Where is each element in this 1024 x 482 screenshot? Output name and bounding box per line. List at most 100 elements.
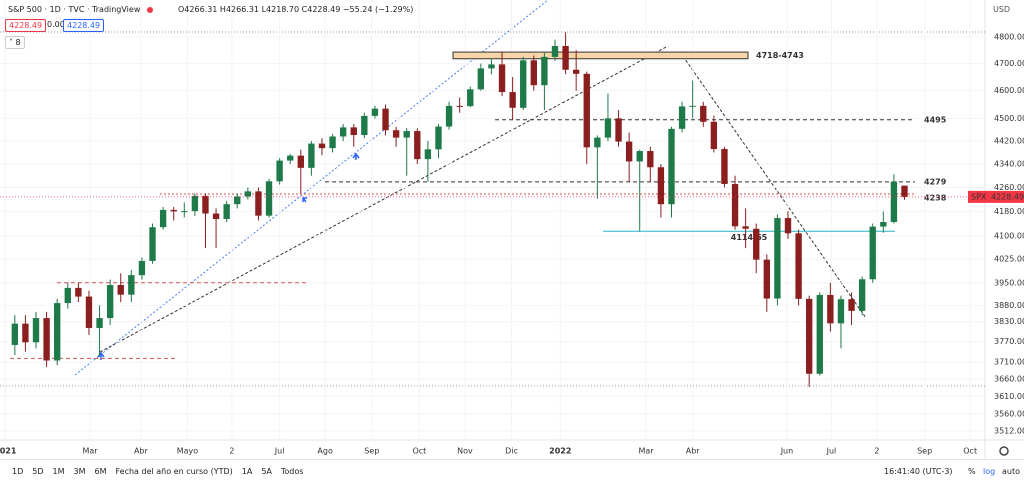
candle-body [435, 126, 442, 150]
candle-body [106, 285, 114, 319]
candle-body [668, 128, 675, 205]
range-button[interactable]: 1M [52, 467, 65, 476]
candle-body [43, 318, 50, 361]
candle-body [551, 45, 559, 57]
candle-body [202, 195, 209, 214]
candle-body [297, 155, 304, 168]
buy-price[interactable]: 4228.49 [63, 19, 105, 32]
candle-body [869, 226, 876, 280]
candle-body [85, 296, 93, 328]
status-dot [147, 7, 153, 13]
range-button[interactable]: Todos [280, 467, 304, 476]
candle-body [276, 160, 283, 182]
arrow [302, 197, 307, 203]
candle-body [339, 127, 347, 137]
y-tick-label: 3950.00 [994, 278, 1024, 287]
y-tick-label: 4025.00 [994, 255, 1024, 264]
candle-body [191, 195, 199, 212]
symbol-tag: SPX [971, 192, 987, 201]
resistance-zone [452, 51, 749, 60]
candle-body [625, 141, 633, 162]
candle-body [795, 233, 802, 299]
x-tick-label: Jul [274, 447, 285, 456]
y-tick-label: 4700.00 [994, 59, 1024, 68]
y-tick-label: 4340.00 [994, 160, 1024, 169]
y-tick-label: 3660.00 [994, 374, 1024, 383]
candle-body [223, 204, 230, 219]
candle-body [827, 294, 834, 324]
candle-body [329, 136, 336, 149]
percent-toggle[interactable]: % [968, 467, 976, 476]
candle-body [403, 131, 410, 138]
candle-body [414, 131, 421, 160]
candle-body [159, 209, 167, 228]
y-tick-label: 4420.00 [994, 137, 1024, 146]
y-tick-label: 3610.00 [994, 392, 1024, 401]
candle-body [498, 64, 506, 93]
level-label: 4114.65 [731, 233, 768, 242]
range-button[interactable]: 6M [94, 467, 107, 476]
range-button[interactable]: 3M [73, 467, 86, 476]
indicators-toggle[interactable]: ˅ 8 [5, 36, 25, 49]
range-button[interactable]: Fecha del año en curso (YTD) [115, 467, 233, 476]
candle-body [488, 64, 495, 69]
spread: 0.00 [47, 20, 65, 29]
x-tick-label: 2 [229, 447, 234, 456]
candle-body [636, 151, 643, 162]
clock[interactable]: 16:41:40 (UTC-3) [884, 467, 953, 476]
symbol[interactable]: S&P 500 · 1D · TVC · TradingView [8, 5, 141, 14]
arrow [352, 152, 360, 160]
candle-body [763, 259, 770, 299]
candle-body [520, 60, 527, 108]
arrow [97, 351, 105, 360]
log-toggle[interactable]: log [983, 467, 996, 476]
candle-body [467, 89, 474, 107]
candle-body [117, 285, 124, 295]
range-button[interactable]: 1D [12, 467, 24, 476]
candle-body [509, 92, 516, 108]
x-tick-label: Ago [317, 447, 333, 456]
candle-body [350, 127, 357, 136]
x-tick-label: Sep [917, 447, 932, 456]
settings-icon[interactable] [999, 446, 1009, 456]
range-button[interactable]: 5D [32, 467, 44, 476]
candle-body [371, 108, 379, 116]
candle-body [848, 299, 855, 311]
y-tick-label: 4100.00 [994, 231, 1024, 240]
level-label: 4238 [924, 194, 947, 203]
candle-body [456, 105, 463, 107]
chart: 4800.00 4700.00 4600.00 4500.00 4420.00 4340.… [0, 0, 1024, 459]
candle-body [75, 287, 82, 297]
auto-toggle[interactable]: auto [1002, 467, 1021, 476]
symbol-tag-bg [968, 190, 988, 203]
level-label: 4495 [924, 115, 947, 124]
candle-body [382, 108, 389, 131]
candle-body [541, 56, 548, 86]
y-tick-label: 4800.00 [994, 33, 1024, 42]
candle-body [700, 105, 707, 122]
trendline [679, 51, 867, 319]
candle-body [530, 60, 537, 86]
candle-body [657, 167, 665, 205]
candle-body [265, 181, 273, 216]
currency[interactable]: USD [993, 5, 1011, 14]
trendline [99, 45, 669, 353]
ohlc-values: O4266.31 H4266.31 L4218.70 C4228.49 −55.… [178, 5, 414, 14]
candle-body [615, 118, 622, 142]
range-button[interactable]: 5A [261, 467, 272, 476]
sell-price[interactable]: 4228.49 [5, 19, 47, 32]
range-button[interactable]: 1A [241, 467, 253, 476]
y-tick-label: 4180.00 [994, 207, 1024, 216]
candle-body [54, 303, 61, 361]
y-tick-label: 3830.00 [994, 317, 1024, 326]
candle-body [858, 279, 866, 311]
candle-body [361, 115, 368, 136]
candle-body [445, 105, 453, 127]
candle-body [784, 218, 792, 234]
y-tick-label: 3770.00 [994, 337, 1024, 346]
x-tick-label: Oct [963, 447, 977, 456]
candle-body [731, 183, 739, 227]
candle-body [255, 191, 262, 216]
candle-body [890, 181, 898, 223]
